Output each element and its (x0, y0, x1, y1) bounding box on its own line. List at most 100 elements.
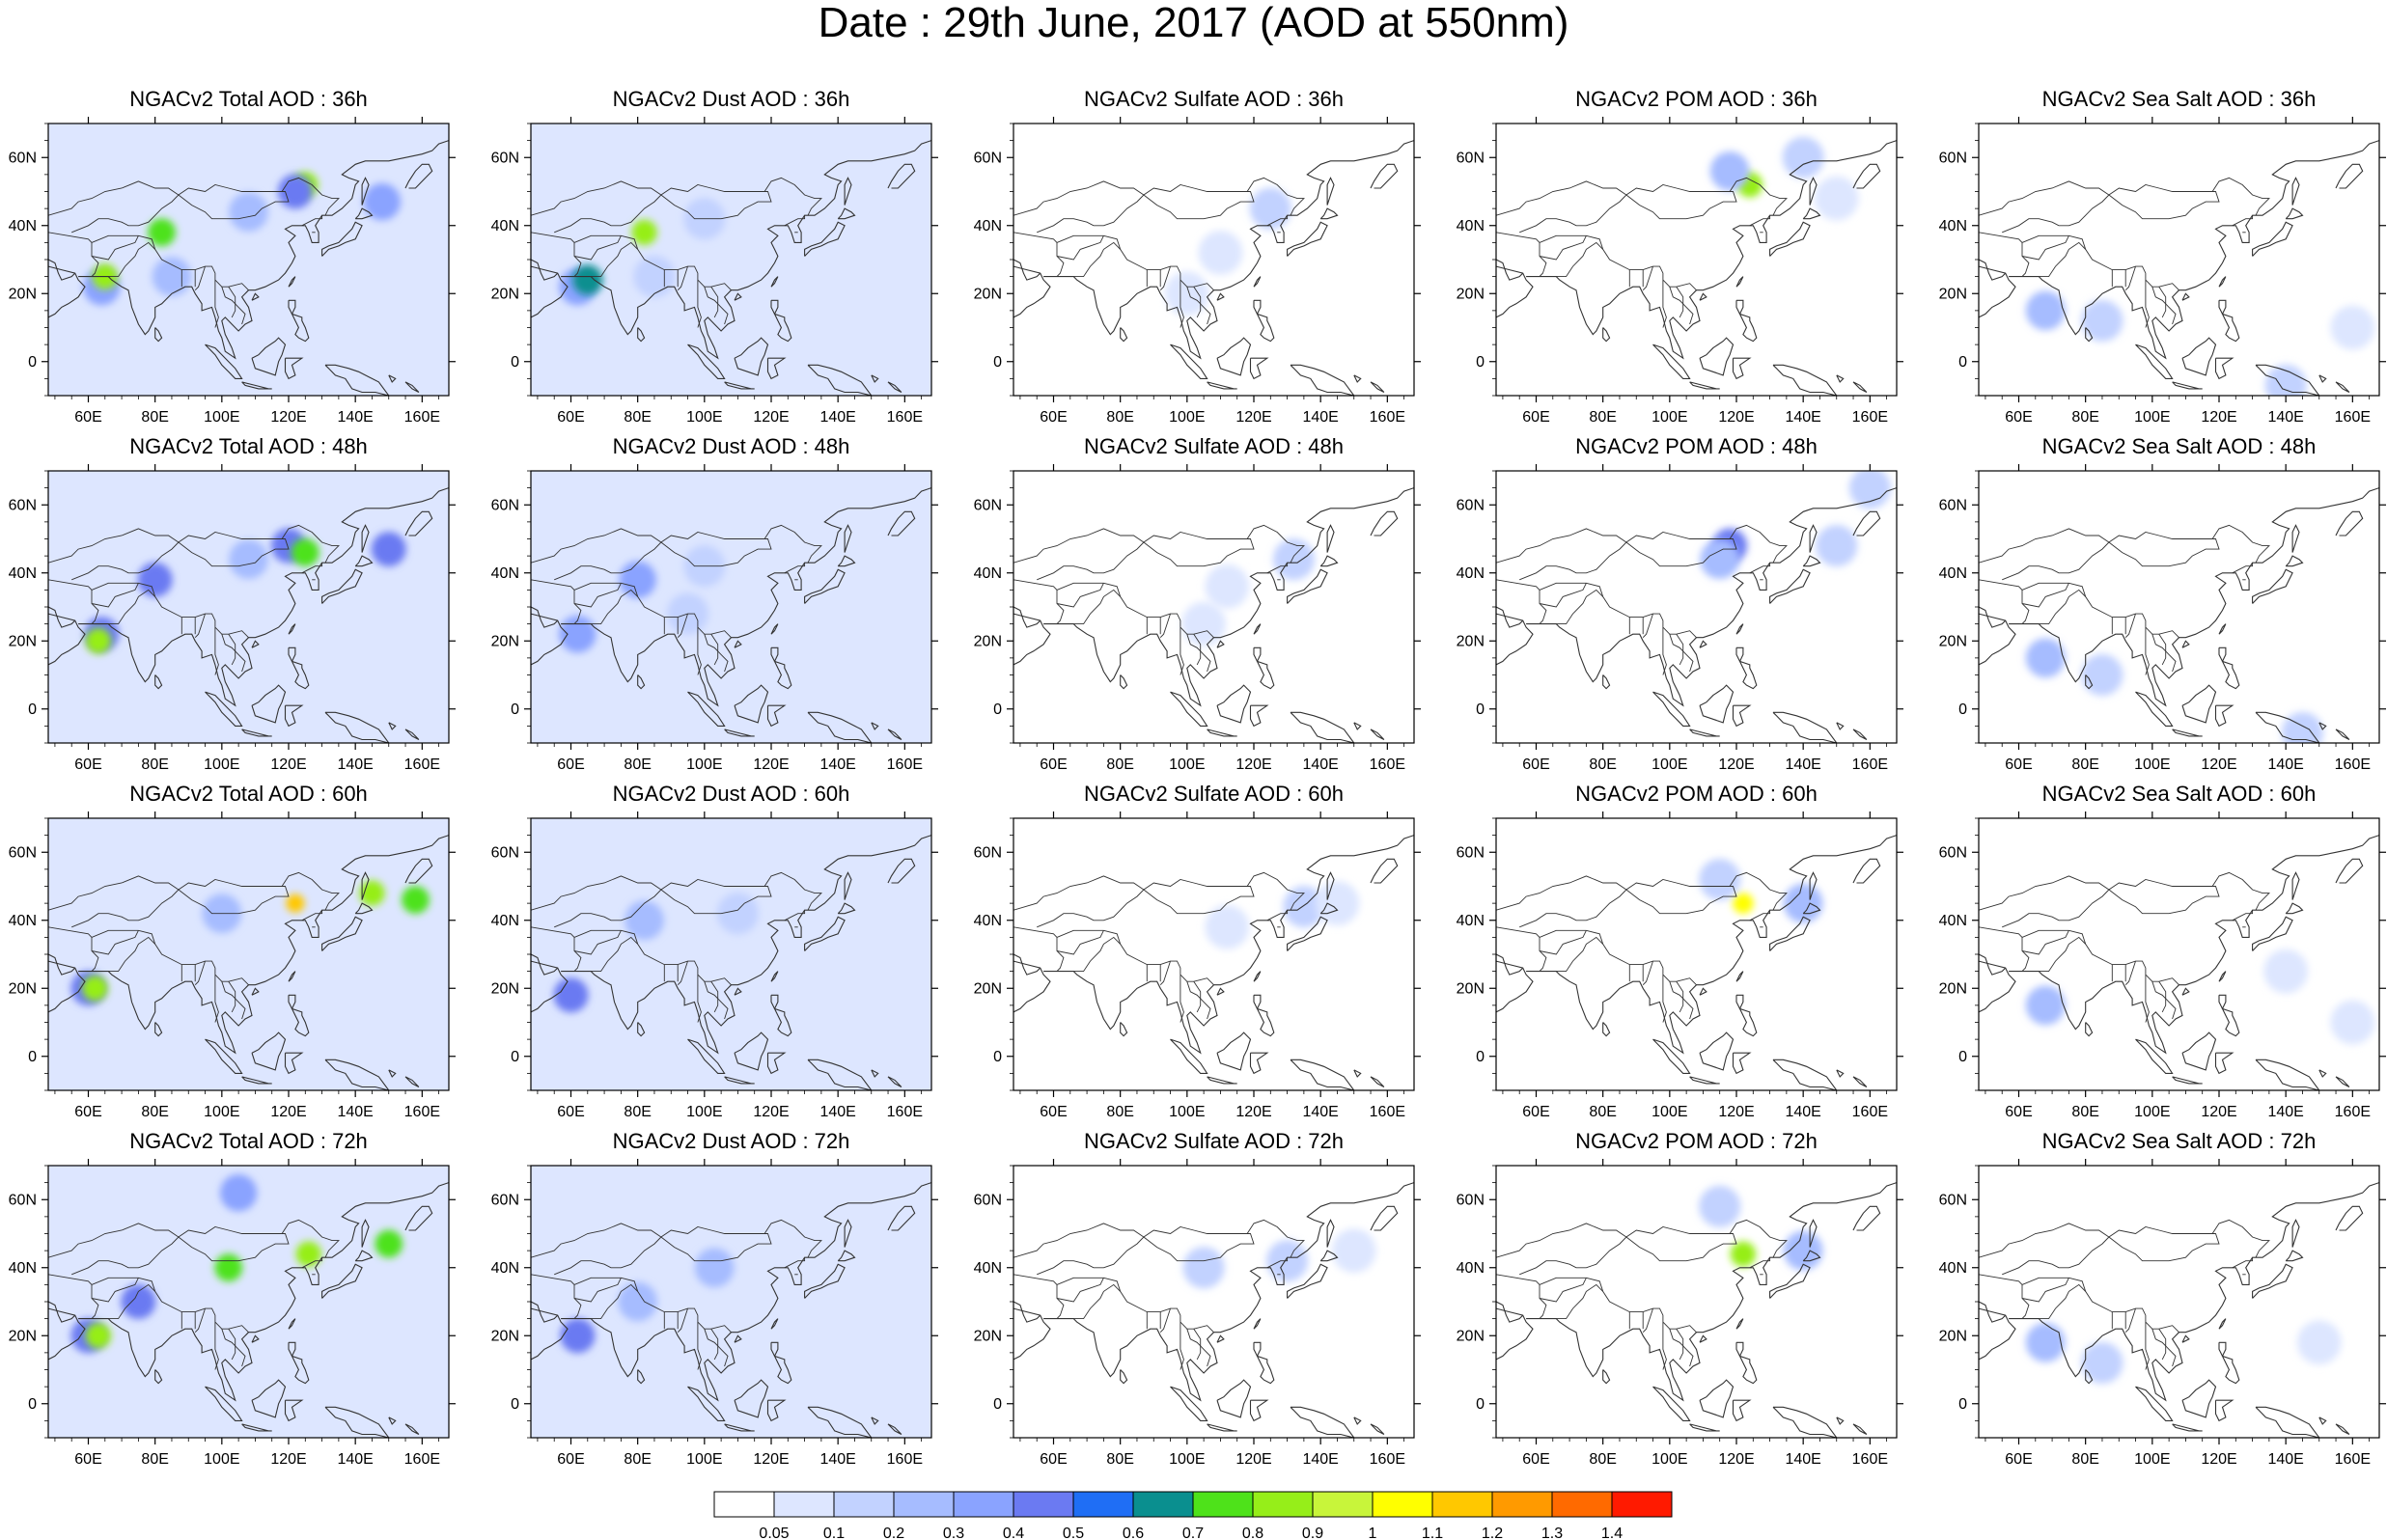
border-line (1519, 524, 1788, 581)
y-tick-label: 40N (1939, 218, 1967, 234)
x-tick-label: 160E (2335, 409, 2371, 426)
border-line (697, 975, 702, 1023)
border-line (1662, 627, 1667, 675)
border-line (554, 871, 822, 928)
x-tick-label: 120E (753, 409, 789, 426)
coastline (1699, 640, 1707, 648)
x-tick-label: 60E (74, 1451, 101, 1468)
x-tick-label: 80E (1589, 1104, 1616, 1120)
y-tick-label: 40N (974, 218, 1002, 234)
coastline (1013, 606, 1041, 628)
coastline (770, 623, 779, 635)
coastline (837, 1250, 856, 1262)
coastline (1043, 487, 1414, 707)
panel-title: NGACv2 Sea Salt AOD : 48h (2041, 434, 2317, 458)
coastline (2181, 987, 2190, 996)
x-tick-label: 140E (337, 756, 373, 773)
coastline (154, 674, 163, 690)
coastline (770, 1318, 779, 1330)
coastline (1496, 265, 1534, 318)
border-line (2158, 1328, 2167, 1361)
border-line (1037, 524, 1305, 581)
border-line (1193, 1328, 1202, 1361)
coastline (2214, 1399, 2234, 1422)
x-tick-label: 120E (1235, 409, 1271, 426)
border-line (1519, 177, 1788, 234)
coastline (1769, 916, 1811, 951)
border-line (108, 241, 156, 278)
map-panel-dust-36h: NGACv2 Dust AOD : 36h 60E 80E 100E 120E 140E 1… (485, 87, 948, 426)
coastline (2335, 163, 2364, 189)
colorbar-label: 0.6 (1123, 1526, 1144, 1540)
coastline (1526, 487, 1897, 707)
y-tick-label: 20N (1939, 980, 1967, 997)
border-line (1496, 875, 1627, 911)
field-layer (1496, 1166, 1897, 1438)
colorbar-label: 1.1 (1422, 1526, 1443, 1540)
field-layer (1979, 471, 2379, 743)
aod-blob (2263, 949, 2308, 994)
panel-title: NGACv2 Sulfate AOD : 60h (1083, 782, 1345, 806)
border-line (1519, 1219, 1788, 1276)
border-line (1539, 1278, 1587, 1303)
coastline (1253, 623, 1262, 635)
x-tick-label: 60E (74, 1104, 101, 1120)
y-tick-label: 0 (1476, 1396, 1485, 1413)
aod-blob (1165, 271, 1209, 316)
colorbar-box (1013, 1491, 1074, 1518)
panel-title: NGACv2 Dust AOD : 72h (612, 1129, 850, 1153)
coastline (1735, 623, 1744, 635)
coastline (205, 1038, 243, 1074)
coastline (361, 177, 370, 206)
colorbar-label: 0.9 (1302, 1526, 1323, 1540)
coastline (804, 221, 846, 257)
panel-title: NGACv2 Sulfate AOD : 36h (1083, 87, 1345, 111)
coastline (844, 871, 852, 900)
aod-blob (291, 538, 319, 566)
y-tick-label: 20N (974, 1328, 1002, 1344)
aod-background (48, 124, 449, 396)
border-line (1496, 1274, 1547, 1319)
aod-blob (1198, 231, 1243, 275)
map-panel-sulfate-60h: NGACv2 Sulfate AOD : 60h 60E 80E 100E 120E 14… (967, 782, 1430, 1120)
coastline (404, 729, 420, 740)
aod-blob (85, 628, 112, 654)
x-tick-label: 80E (1106, 1451, 1133, 1468)
map-panel-dust-48h: NGACv2 Dust AOD : 48h 60E 80E 100E 120E 140E 1… (485, 434, 948, 773)
coastline (48, 606, 76, 628)
x-tick-label: 80E (1589, 1451, 1616, 1468)
coastline (724, 729, 755, 737)
y-tick-label: 40N (9, 1260, 37, 1277)
border-line (1159, 613, 1171, 639)
border-line (91, 582, 139, 591)
coastline (2255, 1406, 2320, 1438)
coastline (288, 623, 296, 635)
coastline (354, 1250, 374, 1262)
x-tick-label: 100E (2134, 756, 2170, 773)
x-tick-label: 80E (624, 1104, 651, 1120)
border-line (1539, 583, 1587, 608)
x-tick-label: 140E (819, 1451, 855, 1468)
border-line (2124, 613, 2136, 639)
coastline (1353, 1416, 1362, 1425)
y-tick-label: 60N (9, 150, 37, 166)
coastline (2181, 1379, 2217, 1418)
map-svg: 60E 80E 100E 120E 140E 160E 0 20N 40N 60N (9, 464, 456, 773)
y-tick-label: 20N (1939, 286, 1967, 302)
coastline (2135, 691, 2174, 727)
x-tick-label: 100E (686, 409, 722, 426)
x-tick-label: 60E (1522, 1451, 1549, 1468)
border-line (1642, 265, 1653, 291)
x-tick-label: 60E (2005, 409, 2032, 426)
border-line (660, 538, 772, 567)
border-line (554, 524, 822, 581)
y-tick-label: 20N (9, 980, 37, 997)
coastline (766, 704, 787, 728)
y-tick-label: 40N (9, 565, 37, 582)
figure-title: Date : 29th June, 2017 (AOD at 550nm) (818, 0, 1569, 46)
map-svg: 60E 80E 100E 120E 140E 160E 0 20N 40N 60N (491, 1159, 938, 1468)
coastline (1809, 1219, 1818, 1248)
border-line (2232, 563, 2254, 574)
coastline (807, 711, 873, 743)
border-line (1749, 215, 1771, 227)
